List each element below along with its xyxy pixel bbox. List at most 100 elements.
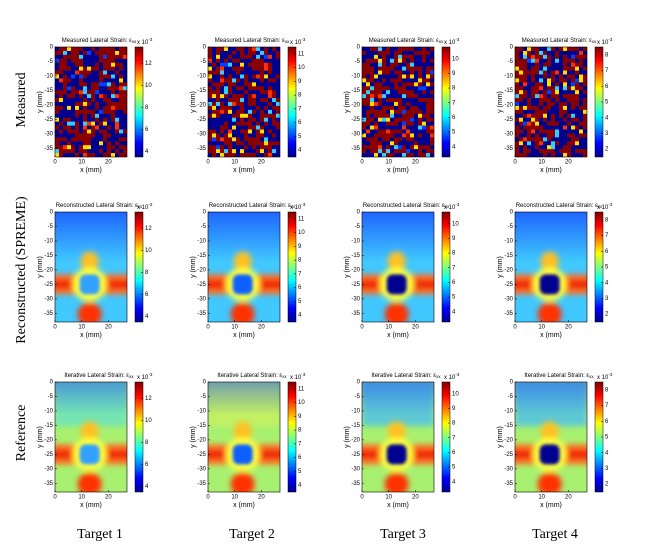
colorbar-tick-label: 2	[605, 147, 609, 153]
y-tick-label: -30	[197, 466, 206, 472]
y-tick-label: -15	[351, 253, 360, 259]
y-tick-label: -20	[44, 437, 53, 443]
multiplier-exponent: -3	[148, 372, 152, 377]
multiplier-text: x 10	[290, 40, 302, 46]
multiplier-exponent: -3	[608, 372, 612, 377]
x-tick-label: 20	[412, 495, 419, 501]
colorbar-tick-label: 6	[145, 127, 149, 133]
colorbar-tick-label: 7	[605, 403, 609, 409]
panel-title: Reconstructed Lateral Strain: εxx	[516, 203, 603, 210]
multiplier-exponent: -3	[608, 37, 612, 42]
plot-frame	[207, 46, 281, 158]
x-axis-label: x (mm)	[80, 502, 102, 509]
x-tick-label: 20	[258, 325, 265, 331]
colorbar-multiplier: x 10-3	[597, 37, 613, 45]
x-axis-label: x (mm)	[540, 167, 562, 174]
colorbar-tick-label: 6	[145, 462, 149, 468]
y-tick-label: 0	[510, 210, 514, 216]
y-tick-label: -25	[44, 117, 53, 123]
y-tick-label: -35	[351, 311, 360, 317]
x-tick-label: 10	[78, 495, 85, 501]
y-tick-label: -35	[197, 311, 206, 317]
y-axis-label: y (mm)	[190, 91, 197, 113]
y-axis-label: y (mm)	[497, 91, 504, 113]
y-axis-label: y (mm)	[37, 91, 44, 113]
colorbar-tick-label: 4	[452, 309, 456, 315]
y-tick-label: -15	[197, 423, 206, 429]
colorbar-tick-label: 4	[145, 149, 149, 155]
multiplier-text: x 10	[597, 375, 609, 381]
y-tick-label: -25	[44, 282, 53, 288]
y-tick-label: -25	[351, 117, 360, 123]
x-tick-label: 0	[513, 325, 517, 331]
colorbar-multiplier: x 10-3	[597, 202, 613, 210]
y-tick-label: -10	[44, 74, 53, 80]
y-tick-label: -15	[351, 88, 360, 94]
title-text: Reconstructed Lateral Strain: ε	[363, 203, 445, 209]
x-axis-label: x (mm)	[233, 502, 255, 509]
x-tick-label: 10	[231, 160, 238, 166]
colorbar-multiplier: x 10-3	[444, 37, 460, 45]
y-tick-label: -20	[44, 102, 53, 108]
y-tick-label: -10	[351, 74, 360, 80]
row-label: Measured	[14, 72, 29, 127]
x-axis-label: x (mm)	[387, 332, 409, 339]
title-text: Iterative Lateral Strain: ε	[524, 373, 589, 379]
y-tick-label: -35	[44, 481, 53, 487]
title-subscript: xx	[282, 374, 287, 379]
y-tick-label: -30	[44, 131, 53, 137]
plot-frame	[54, 46, 128, 158]
x-tick-label: 10	[78, 160, 85, 166]
colorbar	[441, 381, 451, 493]
multiplier-exponent: -3	[148, 202, 152, 207]
title-subscript: xx	[436, 374, 441, 379]
y-tick-label: -5	[201, 59, 207, 65]
y-tick-label: -15	[44, 423, 53, 429]
y-tick-label: -15	[504, 423, 513, 429]
x-axis-label: x (mm)	[80, 332, 102, 339]
colorbar-multiplier: x 10-3	[290, 202, 306, 210]
colorbar	[287, 381, 297, 493]
x-tick-label: 20	[105, 325, 112, 331]
colorbar-tick-label: 2	[605, 482, 609, 488]
multiplier-text: x 10	[597, 205, 609, 211]
y-axis-label: y (mm)	[37, 426, 44, 448]
colorbar-multiplier: x 10-3	[290, 37, 306, 45]
colorbar-tick-label: 8	[452, 251, 456, 257]
x-tick-label: 10	[231, 325, 238, 331]
y-tick-label: -10	[197, 239, 206, 245]
x-tick-label: 10	[538, 160, 545, 166]
title-subscript: xx	[285, 39, 290, 44]
column-label: Target 2	[229, 527, 275, 542]
colorbar-tick-label: 7	[605, 68, 609, 74]
x-tick-label: 20	[105, 495, 112, 501]
y-tick-label: -20	[197, 267, 206, 273]
panel-title: Iterative Lateral Strain: εxx	[64, 373, 134, 380]
heatmap	[362, 47, 434, 157]
y-tick-label: -15	[351, 423, 360, 429]
panel: Measured Lateral Strain: εxx 0 10 20 0 -5 -10 -…	[37, 37, 153, 174]
heatmap	[515, 47, 587, 157]
multiplier-exponent: -3	[301, 202, 305, 207]
colorbar-tick-label: 8	[605, 217, 609, 223]
colorbar-tick-label: 6	[605, 84, 609, 90]
y-tick-label: -25	[504, 282, 513, 288]
y-axis-label: y (mm)	[190, 256, 197, 278]
multiplier-exponent: -3	[301, 372, 305, 377]
y-tick-label: -10	[44, 239, 53, 245]
multiplier-exponent: -3	[301, 37, 305, 42]
x-tick-label: 0	[360, 160, 364, 166]
y-tick-label: -10	[351, 239, 360, 245]
panel-title: Iterative Lateral Strain: εxx	[217, 373, 287, 380]
colorbar-tick-label: 7	[452, 265, 456, 271]
y-tick-label: -5	[48, 224, 54, 230]
plot-frame	[514, 211, 588, 323]
plot-frame	[361, 46, 435, 158]
x-tick-label: 0	[53, 160, 57, 166]
colorbar-tick-label: 3	[605, 296, 609, 302]
panel-title: Measured Lateral Strain: εxx	[215, 38, 290, 45]
x-tick-label: 0	[206, 495, 210, 501]
y-tick-label: 0	[203, 45, 207, 51]
